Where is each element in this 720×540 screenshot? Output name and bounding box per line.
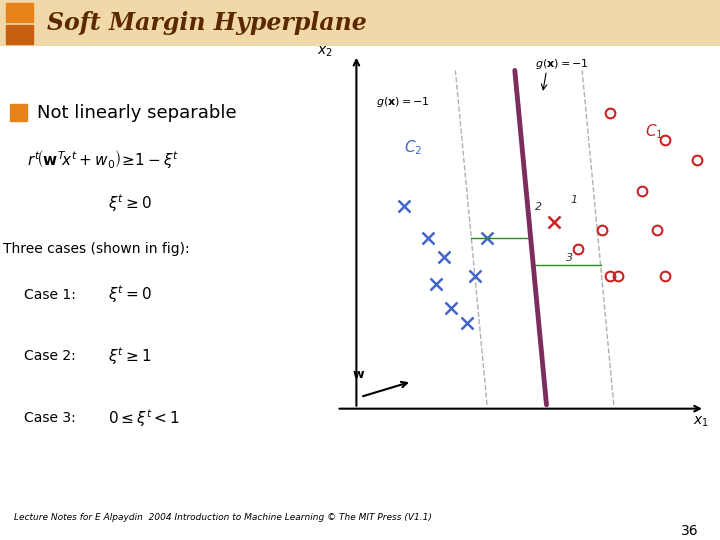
Text: Case 2:: Case 2: bbox=[24, 349, 76, 363]
Text: $0 \leq \xi^t < 1$: $0 \leq \xi^t < 1$ bbox=[108, 407, 180, 429]
Text: Case 3:: Case 3: bbox=[24, 411, 76, 425]
Text: Soft Margin Hyperplane: Soft Margin Hyperplane bbox=[47, 11, 366, 35]
Text: $\xi^t = 0$: $\xi^t = 0$ bbox=[108, 284, 152, 306]
Text: $x_2$: $x_2$ bbox=[317, 45, 333, 59]
Text: $\mathbf{w}$: $\mathbf{w}$ bbox=[353, 368, 366, 381]
Text: $g(\mathbf{x}){=}{-}1$: $g(\mathbf{x}){=}{-}1$ bbox=[534, 57, 588, 71]
Text: 2: 2 bbox=[534, 202, 541, 212]
Text: $\xi^t \geq 0$: $\xi^t \geq 0$ bbox=[108, 192, 152, 214]
Text: $\xi^t \geq 1$: $\xi^t \geq 1$ bbox=[108, 346, 152, 367]
Bar bbox=[6, 3, 33, 22]
Text: Case 1:: Case 1: bbox=[24, 288, 76, 301]
Text: $x_1$: $x_1$ bbox=[693, 414, 708, 429]
Text: $g(\mathbf{x}){=}{-}1$: $g(\mathbf{x}){=}{-}1$ bbox=[376, 96, 430, 110]
Text: Not linearly separable: Not linearly separable bbox=[37, 104, 237, 122]
Text: 36: 36 bbox=[681, 524, 698, 537]
Text: Lecture Notes for E Alpaydin  2004 Introduction to Machine Learning © The MIT Pr: Lecture Notes for E Alpaydin 2004 Introd… bbox=[14, 513, 432, 522]
Bar bbox=[6, 25, 33, 44]
Text: $r^t\!\left(\mathbf{w}^T\!x^t + w_0\right) \!\geq\! 1 - \xi^t$: $r^t\!\left(\mathbf{w}^T\!x^t + w_0\righ… bbox=[27, 149, 179, 171]
Bar bbox=[10, 104, 27, 121]
Text: $\mathit{C}_1$: $\mathit{C}_1$ bbox=[646, 123, 664, 141]
Text: 1: 1 bbox=[570, 194, 577, 205]
Text: 3: 3 bbox=[566, 253, 573, 263]
Text: Three cases (shown in fig):: Three cases (shown in fig): bbox=[4, 242, 190, 256]
Text: $\mathit{C}_2$: $\mathit{C}_2$ bbox=[404, 138, 422, 157]
